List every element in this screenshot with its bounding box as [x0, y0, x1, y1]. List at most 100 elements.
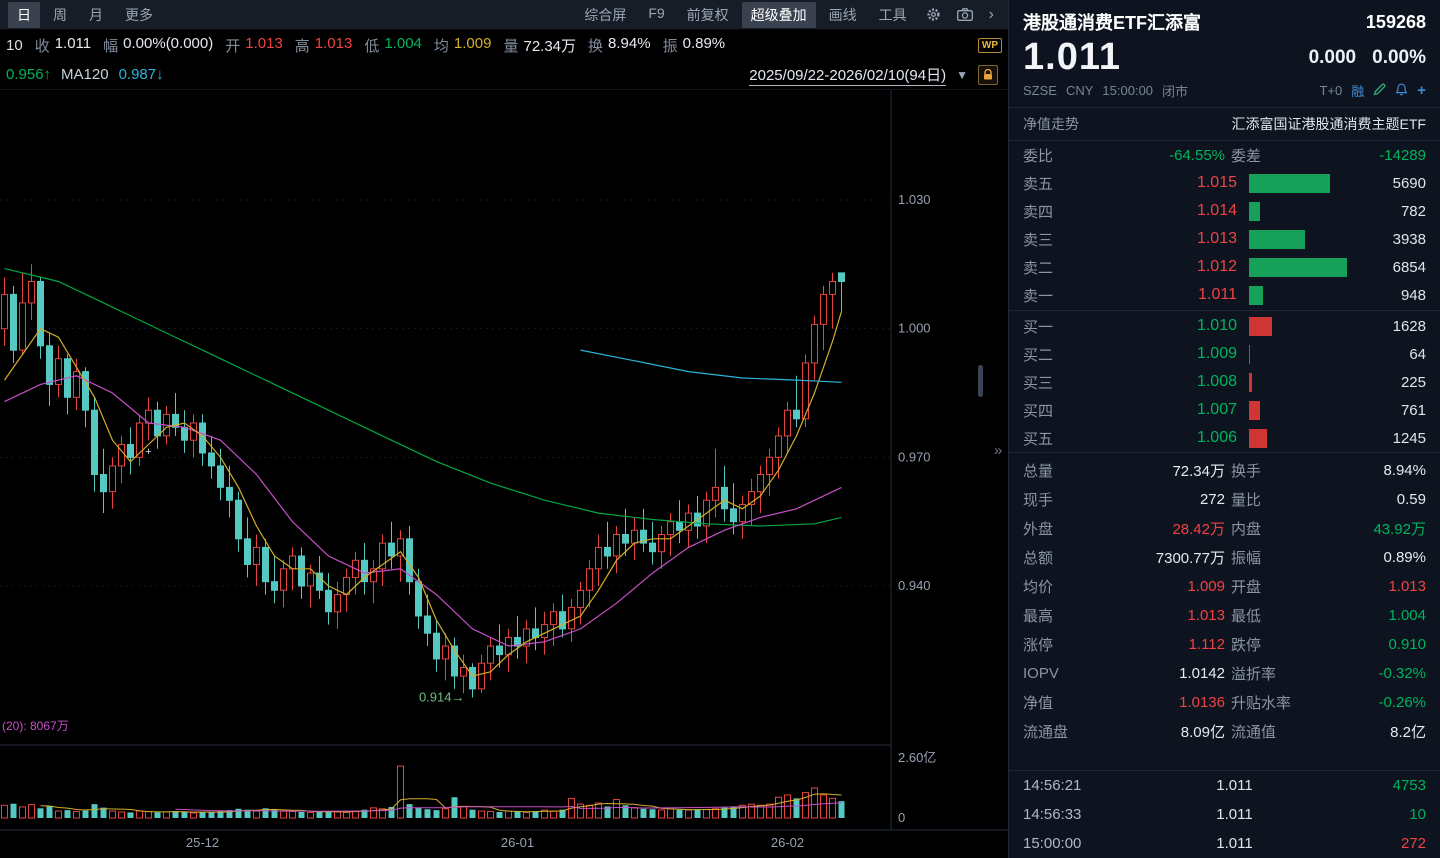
tick-row: 14:56:33 1.011 10: [1023, 806, 1426, 823]
stat-row: IOPV 1.0142 溢折率 -0.32%: [1023, 665, 1426, 683]
alert-bell-icon[interactable]: [1395, 83, 1408, 99]
quote-panel: 港股通消费ETF汇添富 159268 1.011 0.000 0.00% SZS…: [1008, 0, 1440, 858]
date-range-selector[interactable]: 2025/09/22-2026/02/10(94日): [749, 64, 947, 86]
tick-row: 15:00:00 1.011 272: [1023, 835, 1426, 852]
stat-row: 最高 1.013 最低 1.004: [1023, 607, 1426, 625]
toolbar-buttons: 综合屏 F9 前复权 超级叠加 画线 工具: [575, 1, 915, 28]
panel-collapse-handle[interactable]: »: [994, 442, 1003, 459]
stock-name: 港股通消费ETF汇添富: [1023, 13, 1201, 33]
add-watchlist-plus-icon[interactable]: +: [1417, 82, 1426, 99]
date-fragment: 10: [6, 36, 23, 54]
sell-level-row[interactable]: 卖五 1.015 5690: [1023, 173, 1426, 193]
quote-info-item: 收 1.011: [34, 34, 92, 55]
chart-area: 1.030 1.000 0.970 0.940 2.60亿 0 25-12 26-01 26-0…: [0, 90, 1008, 858]
svg-text:25-12: 25-12: [186, 835, 219, 850]
toolbar-button[interactable]: 工具: [878, 6, 907, 23]
quote-info-item: 高 1.013: [294, 34, 353, 55]
tick-row: 14:56:21 1.011 4753: [1023, 777, 1426, 794]
exchange-label: SZSE: [1023, 83, 1057, 98]
sell-level-row[interactable]: 卖三 1.013 3938: [1023, 229, 1426, 249]
toolbar-button[interactable]: 前复权: [686, 6, 729, 23]
buy-level-row[interactable]: 买四 1.007 761: [1023, 400, 1426, 420]
tab-nav-trend[interactable]: 净值走势: [1023, 116, 1079, 132]
last-price: 1.011: [1023, 36, 1121, 78]
toolbar-button[interactable]: 综合屏: [584, 6, 627, 23]
lock-icon[interactable]: [978, 64, 998, 85]
buy-level-row[interactable]: 买三 1.008 225: [1023, 372, 1426, 392]
currency-label: CNY: [1065, 83, 1094, 98]
market-status: 闭市: [1162, 84, 1189, 99]
depth-bar: [1249, 285, 1263, 305]
stat-row: 流通盘 8.09亿 流通值 8.2亿: [1023, 724, 1426, 741]
tick-list: 14:56:21 1.011 4753 14:56:33 1.011 10 15…: [1009, 770, 1440, 858]
svg-text:1.030: 1.030: [898, 192, 931, 207]
sell-level-row[interactable]: 卖一 1.011 948: [1023, 285, 1426, 305]
ma-legend-bar: 0.956↑ MA120 0.987↓ 2025/09/22-2026/02/10(…: [0, 60, 1008, 90]
weibi-value: -64.55%: [1169, 146, 1225, 164]
t0-badge: T+0: [1319, 83, 1343, 98]
change-value: 0.000: [1308, 46, 1357, 68]
depth-bar: [1249, 229, 1306, 249]
toolbar-button[interactable]: F9: [648, 4, 665, 21]
weibi-label: 委比: [1023, 147, 1054, 165]
quote-info-item: 换 8.94%: [588, 34, 651, 55]
candlestick-chart[interactable]: 1.030 1.000 0.970 0.940 2.60亿 0 25-12 26-01 26-0…: [0, 90, 1008, 858]
buy-level-row[interactable]: 买一 1.010 1628: [1023, 316, 1426, 336]
stat-row: 总额 7300.77万 振幅 0.89%: [1023, 549, 1426, 567]
depth-bar: [1249, 201, 1261, 221]
svg-text:2.60亿: 2.60亿: [898, 750, 936, 765]
weibi-row: 委比 -64.55% 委差 -14289: [1009, 141, 1440, 169]
quote-info-item: 开 1.013: [225, 34, 283, 55]
sell-level-row[interactable]: 卖二 1.012 6854: [1023, 257, 1426, 277]
buy-level-row[interactable]: 买五 1.006 1245: [1023, 428, 1426, 448]
period-tab[interactable]: 更多: [125, 6, 153, 23]
depth-bar: [1249, 400, 1260, 420]
svg-text:0: 0: [898, 810, 905, 825]
ma-value: 0.956↑: [6, 66, 52, 83]
quote-info-item: 幅 0.00%(0.000): [103, 34, 214, 55]
gear-icon[interactable]: [920, 5, 947, 24]
buy-level-row[interactable]: 买二 1.009 64: [1023, 344, 1426, 364]
svg-text:0.940: 0.940: [898, 578, 931, 593]
stat-row: 外盘 28.42万 内盘 43.92万: [1023, 521, 1426, 538]
svg-text:26-01: 26-01: [501, 835, 534, 850]
depth-bar: [1249, 428, 1267, 448]
stat-row: 现手 272 量比 0.59: [1023, 491, 1426, 509]
stat-row: 涨停 1.112 跌停 0.910: [1023, 636, 1426, 654]
toolbar-button[interactable]: 画线: [828, 6, 857, 23]
svg-text:+: +: [145, 446, 151, 458]
top-toolbar: 日周 月 更多 综合屏 F9 前复权 超级叠加 画线 工具 ›: [0, 0, 1008, 30]
stat-row: 净值 1.0136 升贴水率 -0.26%: [1023, 694, 1426, 712]
svg-text:26-02: 26-02: [771, 835, 804, 850]
depth-bar: [1249, 173, 1331, 193]
toolbar-button[interactable]: 超级叠加: [741, 1, 816, 28]
period-tabs: 日周 月 更多: [8, 1, 162, 28]
wp-badge-icon[interactable]: WP: [977, 37, 1002, 53]
period-tab[interactable]: 日: [8, 1, 40, 28]
screenshot-camera-icon[interactable]: [951, 6, 979, 23]
svg-text:(20): 8067万: (20): 8067万: [2, 719, 69, 733]
toolbar-more-chevron-icon[interactable]: ›: [988, 5, 994, 23]
ma-value: 0.987↓: [118, 66, 164, 83]
sell-level-row[interactable]: 卖四 1.014 782: [1023, 201, 1426, 221]
quote-info-item: 低 1.004: [364, 34, 422, 55]
chart-pane: 日周 月 更多 综合屏 F9 前复权 超级叠加 画线 工具 › 10 收 1.011 幅 0.00…: [0, 0, 1008, 858]
stat-row: 均价 1.009 开盘 1.013: [1023, 578, 1426, 596]
stock-code: 159268: [1365, 11, 1426, 32]
svg-text:0.914→: 0.914→: [419, 690, 465, 705]
order-book-buys: 买一 1.010 1628 买二 1.009 64 买三 1.008 22: [1009, 312, 1440, 452]
quote-info-item: 量 72.34万: [503, 37, 577, 55]
edit-pencil-icon[interactable]: [1373, 83, 1386, 99]
period-tab[interactable]: 月: [89, 6, 103, 23]
svg-text:1.000: 1.000: [898, 321, 931, 336]
quote-info-item: 均 1.009: [433, 34, 492, 55]
depth-bar: [1249, 257, 1347, 277]
depth-bar: [1249, 344, 1250, 364]
caret-down-icon[interactable]: ▼: [956, 67, 968, 82]
order-book-sells: 卖五 1.015 5690 卖四 1.014 782 卖三 1.013 3: [1009, 169, 1440, 309]
period-tab[interactable]: 周: [53, 6, 67, 23]
quote-info-items: 收 1.011 幅 0.00%(0.000) 开 1.013 高 1.013 低 1.00…: [35, 35, 725, 56]
depth-bar: [1249, 372, 1253, 392]
